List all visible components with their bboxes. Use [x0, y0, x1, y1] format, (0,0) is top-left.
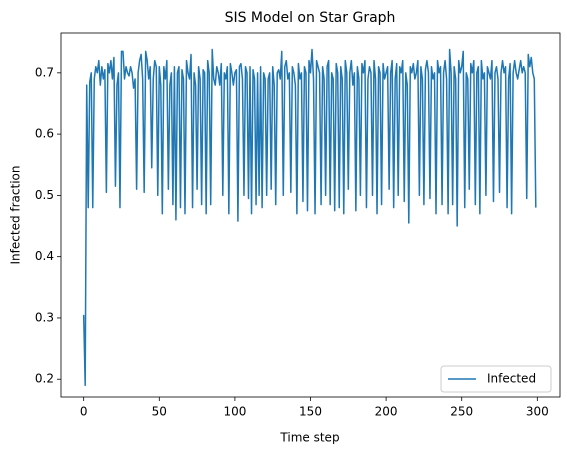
y-tick-label: 0.6: [35, 127, 54, 141]
x-tick-label: 200: [375, 405, 398, 419]
chart-title: SIS Model on Star Graph: [225, 10, 396, 26]
x-tick-label: 150: [299, 405, 322, 419]
x-tick-label: 0: [80, 405, 88, 419]
x-tick-label: 50: [152, 405, 167, 419]
x-axis-label: Time step: [279, 431, 339, 445]
x-tick-label: 300: [526, 405, 549, 419]
y-axis-label: Infected fraction: [9, 166, 23, 265]
legend-box: [440, 365, 552, 393]
x-tick-label: 100: [223, 405, 246, 419]
y-tick-label: 0.4: [35, 249, 54, 263]
x-tick-label: 250: [450, 405, 473, 419]
series-line: [82, 48, 537, 387]
y-tick-label: 0.5: [35, 188, 54, 202]
y-tick-label: 0.7: [35, 65, 54, 79]
y-tick-label: 0.2: [35, 372, 54, 386]
y-tick-label: 0.3: [35, 310, 54, 324]
legend-label: Infected: [487, 372, 536, 386]
axes-frame: [60, 32, 561, 398]
